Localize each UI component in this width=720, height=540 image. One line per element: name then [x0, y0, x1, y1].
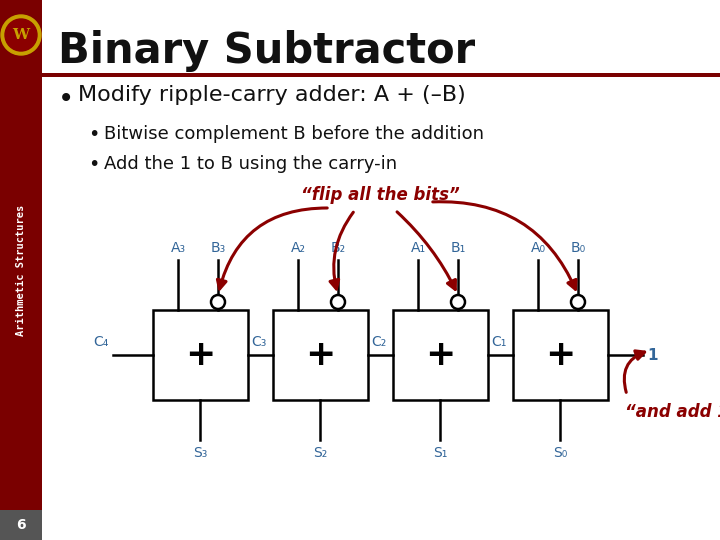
Text: A₃: A₃ — [171, 241, 186, 255]
Bar — [153, 310, 248, 400]
FancyArrowPatch shape — [624, 351, 644, 393]
Text: S₃: S₃ — [193, 446, 207, 460]
Text: Arithmetic Structures: Arithmetic Structures — [16, 204, 26, 336]
Bar — [513, 310, 608, 400]
Circle shape — [5, 19, 37, 51]
Text: 1: 1 — [647, 348, 658, 362]
FancyArrowPatch shape — [330, 212, 354, 289]
Bar — [42, 73, 720, 77]
Text: W: W — [12, 28, 30, 42]
Text: A₂: A₂ — [290, 241, 305, 255]
Circle shape — [331, 295, 345, 309]
Circle shape — [451, 295, 465, 309]
Text: Binary Subtractor: Binary Subtractor — [58, 30, 475, 72]
Text: “flip all the bits”: “flip all the bits” — [301, 186, 459, 204]
Text: +: + — [305, 338, 336, 372]
Text: B₂: B₂ — [330, 241, 346, 255]
Circle shape — [1, 15, 41, 55]
Circle shape — [571, 295, 585, 309]
Text: •: • — [88, 155, 99, 174]
Text: C₃: C₃ — [251, 335, 267, 349]
Text: Modify ripple-carry adder: A + (–B): Modify ripple-carry adder: A + (–B) — [78, 85, 466, 105]
Text: B₁: B₁ — [451, 241, 466, 255]
Text: S₂: S₂ — [313, 446, 327, 460]
Text: +: + — [425, 338, 455, 372]
Text: S₁: S₁ — [433, 446, 447, 460]
FancyArrowPatch shape — [217, 208, 327, 289]
Text: Add the 1 to B using the carry-in: Add the 1 to B using the carry-in — [104, 155, 397, 173]
Text: A₁: A₁ — [410, 241, 426, 255]
Text: A₀: A₀ — [531, 241, 546, 255]
Bar — [0, 0, 42, 540]
Text: 6: 6 — [16, 518, 26, 532]
Text: B₃: B₃ — [210, 241, 225, 255]
FancyArrowPatch shape — [397, 212, 456, 289]
Text: S₀: S₀ — [553, 446, 567, 460]
FancyArrowPatch shape — [433, 202, 576, 289]
Text: Bitwise complement B before the addition: Bitwise complement B before the addition — [104, 125, 484, 143]
Text: +: + — [185, 338, 215, 372]
Bar — [392, 310, 487, 400]
Text: +: + — [545, 338, 575, 372]
Bar — [272, 310, 367, 400]
Bar — [0, 510, 42, 540]
Text: C₄: C₄ — [93, 335, 109, 349]
Text: C₁: C₁ — [492, 335, 507, 349]
Text: •: • — [58, 85, 74, 113]
Text: “and add 1”: “and add 1” — [625, 403, 720, 421]
Text: B₀: B₀ — [570, 241, 585, 255]
Circle shape — [211, 295, 225, 309]
Text: •: • — [88, 125, 99, 144]
Text: C₂: C₂ — [372, 335, 387, 349]
